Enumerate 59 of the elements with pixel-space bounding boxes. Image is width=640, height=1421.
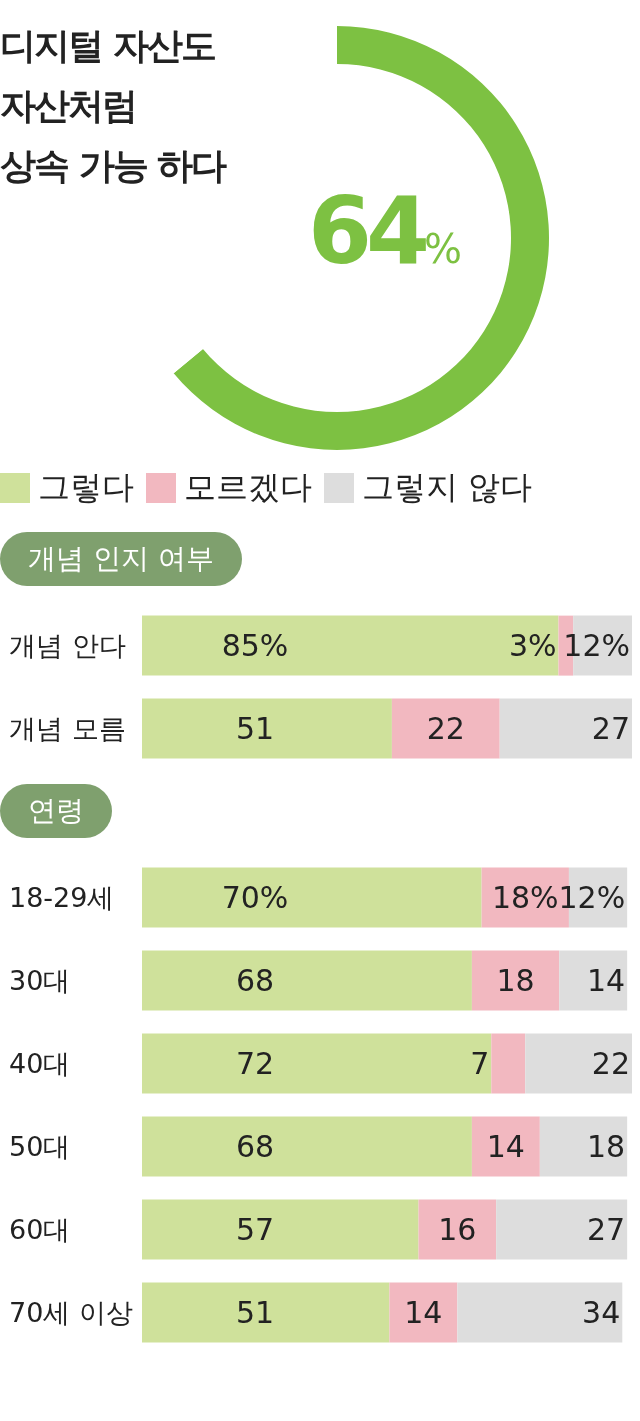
y-tick-label: 50대 [9, 1130, 71, 1162]
bar [496, 1199, 628, 1260]
data-label: 85% [221, 628, 289, 664]
bar [418, 1199, 497, 1260]
bar [142, 867, 482, 928]
bar [457, 1282, 623, 1343]
data-label: 27 [591, 711, 630, 747]
data-label: 12% [558, 880, 626, 916]
y-tick-label: 18-29세 [9, 881, 115, 913]
bar [471, 950, 560, 1011]
data-label: 18% [491, 880, 559, 916]
bar [142, 615, 559, 676]
chart-title: 개념 인지 여부 [0, 532, 242, 586]
y-tick-label: 60대 [9, 1213, 71, 1245]
bar [142, 1199, 419, 1260]
data-label: 64% [308, 178, 463, 285]
legend-label: 모르겠다 [184, 467, 312, 508]
data-label: 7 [470, 1046, 490, 1082]
data-label: 57 [235, 1212, 275, 1248]
data-label: 51 [235, 1295, 275, 1331]
bar [142, 1116, 472, 1177]
bar [142, 698, 392, 759]
legend-label: 그렇다 [38, 467, 134, 508]
bar [539, 1116, 628, 1177]
data-label: 18 [586, 1129, 626, 1165]
bar [142, 950, 472, 1011]
y-tick-label: 40대 [9, 1047, 71, 1079]
y-tick-label: 개념 안다 [9, 629, 126, 661]
bar [142, 1282, 390, 1343]
data-label: 3% [508, 628, 557, 664]
bar [142, 1033, 492, 1094]
data-label: 14 [586, 963, 626, 999]
data-label: 70% [221, 880, 289, 916]
data-label: 72 [235, 1046, 275, 1082]
bar [389, 1282, 458, 1343]
data-label: 22 [426, 711, 465, 747]
bar [471, 1116, 540, 1177]
legend-label: 그렇지 않다 [362, 467, 533, 508]
bar [559, 950, 628, 1011]
data-label: 22 [591, 1046, 630, 1082]
bar [525, 1033, 632, 1094]
data-label: 12% [563, 628, 630, 664]
chart-title: 연령 [0, 784, 112, 838]
bar [499, 698, 632, 759]
data-label: 18 [496, 963, 535, 999]
data-label: 68 [235, 963, 275, 999]
data-label: 14 [404, 1295, 443, 1331]
bar [391, 698, 500, 759]
data-label: 68 [235, 1129, 275, 1165]
y-tick-label: 70세 이상 [9, 1296, 133, 1328]
y-tick-label: 30대 [9, 964, 71, 996]
data-label: 27 [586, 1212, 626, 1248]
data-label: 34 [582, 1295, 621, 1331]
bar [491, 1033, 526, 1094]
text: 디지털 자산도 자산처럼 상속 가능 하다 [0, 24, 226, 188]
data-label: 14 [486, 1129, 525, 1165]
y-tick-label: 개념 모름 [9, 712, 126, 744]
data-label: 51 [235, 711, 275, 747]
data-label: 16 [438, 1212, 477, 1248]
